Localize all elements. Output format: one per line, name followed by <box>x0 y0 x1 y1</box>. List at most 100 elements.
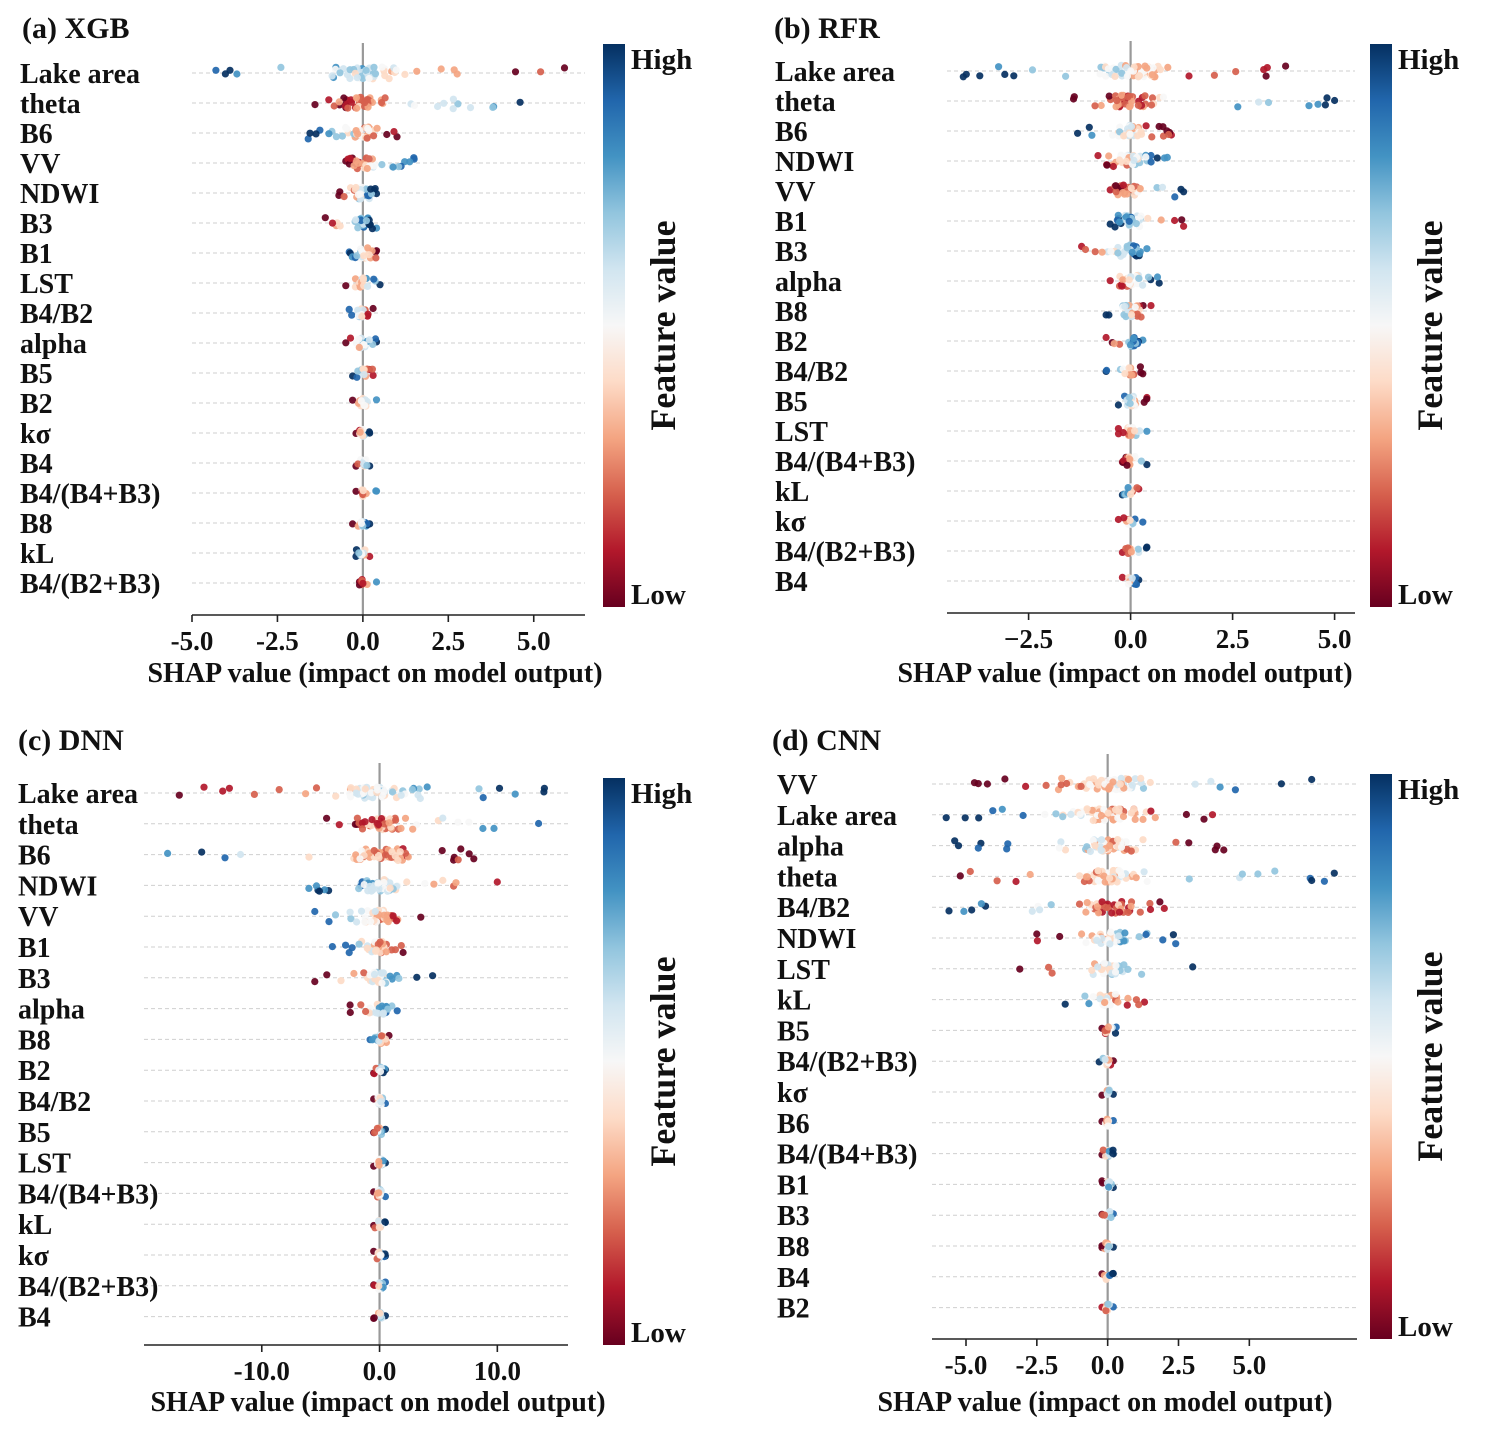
feature-label: NDWI <box>20 179 99 210</box>
shap-dot <box>1081 245 1090 254</box>
feature-label: VV <box>777 770 817 801</box>
shap-dot <box>352 216 360 224</box>
colorbar <box>1370 774 1392 1339</box>
shap-dot <box>416 794 424 803</box>
shap-dot <box>449 95 457 103</box>
shap-dot <box>1148 94 1157 102</box>
shap-dot <box>1088 966 1096 974</box>
shap-dot <box>1126 341 1135 349</box>
shap-dot <box>378 161 386 169</box>
shap-dot <box>311 101 319 109</box>
shap-dot <box>358 825 367 833</box>
shap-dot <box>1128 781 1136 789</box>
shap-dot <box>413 973 421 981</box>
shap-dot <box>395 163 403 171</box>
shap-dot <box>1208 811 1217 819</box>
shap-dot <box>1135 274 1143 282</box>
shap-dot <box>1122 157 1130 165</box>
shap-dot <box>1125 217 1133 225</box>
shap-dot <box>465 850 473 858</box>
shap-dot <box>975 814 983 822</box>
shap-dot <box>357 397 365 405</box>
shap-dot <box>1305 102 1313 110</box>
shap-dot <box>1131 427 1139 435</box>
shap-dot <box>364 310 372 318</box>
shap-dot <box>364 282 372 290</box>
shap-dot <box>348 311 356 319</box>
shap-dot <box>1106 874 1114 882</box>
shap-dot <box>454 100 462 108</box>
shap-dot <box>1182 810 1190 819</box>
feature-label: B5 <box>20 359 53 390</box>
shap-dot <box>1001 775 1009 783</box>
shap-dot <box>966 867 974 876</box>
shap-dot <box>365 74 373 83</box>
shap-dot <box>449 105 457 113</box>
shap-dot <box>1026 870 1034 879</box>
shap-dot <box>1136 908 1144 916</box>
feature-label: B4/(B2+B3) <box>777 1047 917 1078</box>
shap-dot <box>383 911 391 919</box>
shap-dot <box>1117 871 1126 879</box>
shap-dot <box>384 918 392 926</box>
shap-dot <box>1100 959 1108 967</box>
shap-dot <box>1052 810 1060 818</box>
shap-dot <box>1123 244 1131 252</box>
feature-label: B4/(B2+B3) <box>775 537 915 568</box>
shap-dot <box>1172 838 1180 846</box>
shap-dot <box>1131 815 1139 824</box>
shap-dot <box>1139 815 1147 824</box>
shap-dot <box>1321 101 1329 109</box>
shap-dot <box>344 104 352 112</box>
shap-dot <box>1131 775 1139 783</box>
shap-dot <box>1121 302 1129 311</box>
feature-label: B4/(B2+B3) <box>18 1272 158 1303</box>
shap-dot <box>225 784 233 792</box>
shap-dot <box>1178 216 1186 224</box>
shap-dot <box>1097 101 1105 110</box>
shap-dot <box>1115 156 1124 164</box>
shap-dot <box>389 912 397 920</box>
shap-dot <box>352 183 360 192</box>
shap-dot <box>375 1217 383 1225</box>
shap-dot <box>1057 781 1065 789</box>
shap-dot <box>1180 222 1188 230</box>
shap-dot <box>409 825 417 833</box>
shap-dot <box>349 396 357 404</box>
feature-label: VV <box>18 902 58 933</box>
shap-dot <box>1109 1146 1117 1154</box>
shap-dot <box>330 102 338 110</box>
shap-dot <box>998 805 1006 813</box>
shap-dot <box>1127 184 1135 192</box>
shap-dot <box>1126 490 1135 498</box>
shap-dot <box>1098 836 1106 844</box>
shap-dot <box>306 129 314 137</box>
shap-dot <box>342 339 350 347</box>
feature-label: B4/(B4+B3) <box>20 479 160 510</box>
shap-dot <box>1127 847 1135 855</box>
shap-dot <box>375 885 383 893</box>
shap-dot <box>1093 936 1101 945</box>
shap-dot <box>370 162 378 170</box>
shap-dot <box>374 1189 382 1197</box>
shap-dot <box>379 1009 387 1017</box>
feature-label: B3 <box>20 209 53 240</box>
feature-label: B6 <box>18 841 51 872</box>
shap-dot <box>1094 903 1102 911</box>
x-axis-label: SHAP value (impact on model output) <box>147 658 602 689</box>
shap-dot <box>347 784 355 792</box>
shap-dot <box>1262 72 1270 80</box>
shap-dot <box>362 1007 370 1016</box>
shap-dot <box>381 1218 389 1226</box>
shap-dot <box>1155 122 1163 131</box>
shap-dot <box>440 99 448 107</box>
shap-dot <box>1137 774 1145 783</box>
feature-label: B1 <box>18 933 51 964</box>
shap-dot <box>977 900 986 908</box>
shap-dot <box>1121 370 1129 378</box>
shap-dot <box>1108 909 1116 917</box>
shap-dot <box>1076 872 1084 880</box>
shap-dot <box>1271 867 1279 875</box>
shap-dot <box>1189 963 1197 971</box>
